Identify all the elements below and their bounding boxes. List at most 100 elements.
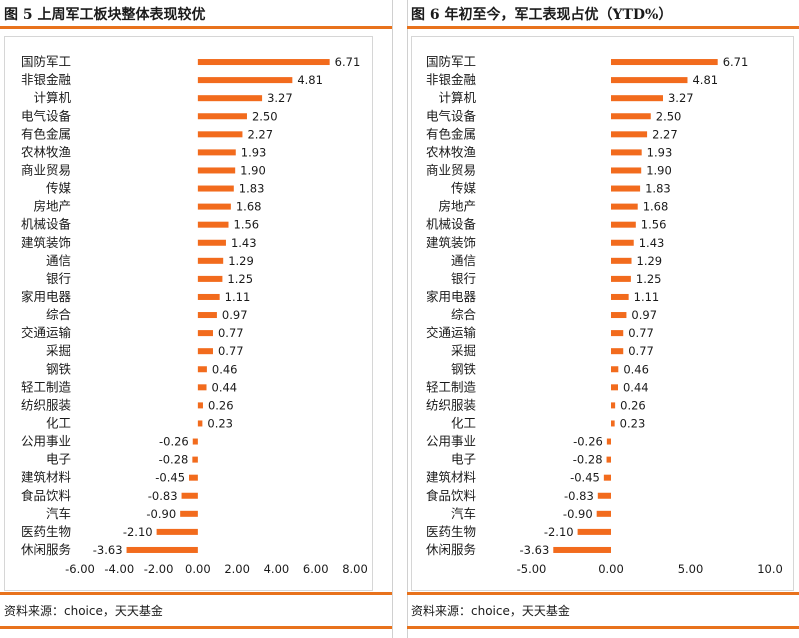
category-label: 商业贸易 <box>21 162 71 177</box>
bar <box>611 275 631 282</box>
data-label: -0.90 <box>146 507 176 521</box>
category-label: 交通运输 <box>426 325 477 340</box>
data-label: -0.28 <box>159 453 189 467</box>
bar <box>156 528 198 535</box>
bar <box>197 113 247 120</box>
bar <box>606 438 611 445</box>
data-label: -0.26 <box>573 435 603 449</box>
top-rule <box>407 26 799 29</box>
bar <box>197 366 207 373</box>
category-label: 休闲服务 <box>21 542 71 557</box>
data-label: 1.68 <box>236 200 262 214</box>
bar-chart: 国防军工 6.71 非银金融 4.81 计算机 3.27 电气设备 2.50 有色金属 2.27 农… <box>426 54 783 576</box>
bar <box>197 420 203 427</box>
category-label: 汽车 <box>451 506 476 521</box>
top-rule <box>0 26 392 29</box>
category-label: 医药生物 <box>426 524 476 539</box>
category-label: 医药生物 <box>21 524 71 539</box>
data-label: -3.63 <box>93 543 123 557</box>
category-label: 银行 <box>46 271 71 286</box>
x-tick-label: -2.00 <box>144 562 174 576</box>
data-label: -0.90 <box>563 507 593 521</box>
data-label: 1.90 <box>646 163 672 177</box>
data-label: 1.11 <box>225 290 251 304</box>
bar <box>611 59 718 66</box>
category-label: 采掘 <box>451 343 476 358</box>
bottom-rule <box>407 592 799 595</box>
bar <box>596 510 611 517</box>
data-label: 1.68 <box>643 200 669 214</box>
category-label: 交通运输 <box>21 325 72 340</box>
chart-frame: 国防军工 6.71 非银金融 4.81 计算机 3.27 电气设备 2.50 有色金属 2.27 农… <box>4 36 373 591</box>
data-label: 1.29 <box>637 254 663 268</box>
data-label: -0.28 <box>573 453 603 467</box>
category-label: 食品饮料 <box>21 488 72 503</box>
x-tick-label: 4.00 <box>264 562 290 576</box>
bar <box>611 312 627 319</box>
data-label: 2.50 <box>656 109 682 123</box>
data-label: 1.43 <box>639 236 665 250</box>
x-tick-label: 5.00 <box>678 562 704 576</box>
bar <box>606 456 611 463</box>
data-label: 0.44 <box>623 380 649 394</box>
bar <box>577 528 611 535</box>
category-label: 钢铁 <box>46 361 72 376</box>
bar <box>197 185 234 192</box>
data-label: 1.83 <box>645 182 671 196</box>
data-label: -0.45 <box>570 471 600 485</box>
data-label: -2.10 <box>123 525 153 539</box>
data-label: -0.83 <box>148 489 178 503</box>
data-label: 0.46 <box>212 362 238 376</box>
category-label: 化工 <box>451 415 476 430</box>
bar <box>197 167 236 174</box>
bar <box>189 474 198 481</box>
x-tick-label: -5.00 <box>517 562 547 576</box>
panel-right: 图 6 年初至今，军工表现占优（YTD%） 国防军工 6.71 非银金融 4.81 计算… <box>407 0 799 638</box>
category-label: 建筑装饰 <box>426 235 476 250</box>
bar <box>611 221 636 228</box>
data-label: 3.27 <box>668 91 694 105</box>
data-label: 2.50 <box>252 109 278 123</box>
bar <box>611 384 618 391</box>
category-label: 农林牧渔 <box>426 144 476 159</box>
category-label: 传媒 <box>46 181 72 196</box>
data-label: 0.23 <box>620 416 646 430</box>
category-label: 建筑装饰 <box>21 235 71 250</box>
panel-divider <box>392 0 393 638</box>
category-label: 农林牧渔 <box>21 144 71 159</box>
bar <box>603 474 611 481</box>
chart-frame: 国防军工 6.71 非银金融 4.81 计算机 3.27 电气设备 2.50 有色金属 2.27 农… <box>411 36 794 591</box>
bar <box>611 402 616 409</box>
data-label: 0.44 <box>212 380 238 394</box>
category-label: 机械设备 <box>21 217 72 232</box>
data-label: 0.97 <box>222 308 248 322</box>
bar <box>611 293 629 300</box>
data-label: 0.77 <box>628 344 654 358</box>
category-label: 采掘 <box>46 343 71 358</box>
bar <box>611 239 634 246</box>
bar <box>611 420 615 427</box>
bar <box>192 438 198 445</box>
category-label: 计算机 <box>438 90 476 105</box>
category-label: 商业贸易 <box>426 162 476 177</box>
data-label: 6.71 <box>335 55 361 69</box>
bar <box>611 185 641 192</box>
bar <box>197 239 226 246</box>
bar <box>197 402 203 409</box>
data-label: 1.93 <box>241 145 267 159</box>
source-note: 资料来源：choice，天天基金 <box>4 604 163 618</box>
bar <box>126 546 198 553</box>
category-label: 公用事业 <box>426 434 476 449</box>
category-label: 建筑材料 <box>426 470 477 485</box>
x-tick-label: -6.00 <box>65 562 95 576</box>
x-tick-label: -4.00 <box>104 562 134 576</box>
bar <box>553 546 611 553</box>
category-label: 国防军工 <box>426 54 476 69</box>
x-tick-label: 0.00 <box>185 562 211 576</box>
chart-title: 图 5 上周军工板块整体表现较优 <box>4 7 206 23</box>
data-label: 3.27 <box>267 91 293 105</box>
category-label: 房地产 <box>438 199 476 214</box>
data-label: -0.26 <box>159 435 189 449</box>
footer-rule <box>407 626 799 629</box>
data-label: -3.63 <box>520 543 550 557</box>
